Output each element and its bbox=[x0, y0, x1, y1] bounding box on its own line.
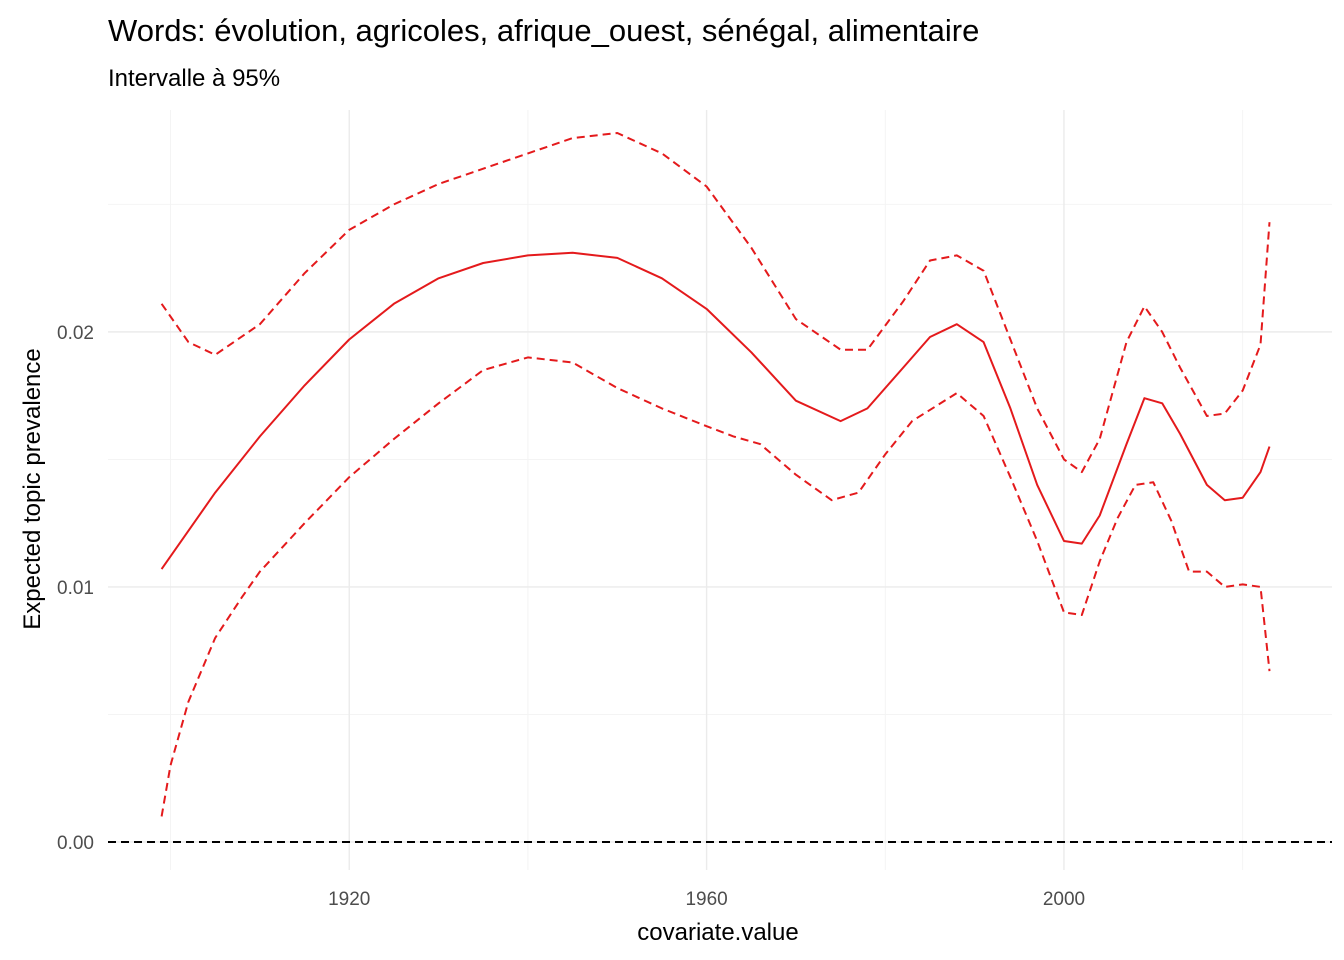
x-tick-label: 2000 bbox=[1043, 889, 1085, 910]
y-tick-label: 0.02 bbox=[57, 323, 94, 344]
chart-subtitle: Intervalle à 95% bbox=[108, 65, 280, 92]
series-line-upper-95 bbox=[160, 132, 1271, 474]
axis-ticks: 1920 1960 2000 0.00 0.01 0.02 bbox=[57, 323, 1085, 910]
grid-lines bbox=[108, 110, 1332, 870]
series-line-estimate bbox=[160, 251, 1271, 570]
chart-title: Words: évolution, agricoles, afrique_oue… bbox=[108, 13, 979, 48]
y-tick-label: 0.00 bbox=[57, 833, 94, 854]
series-line-lower-95 bbox=[160, 356, 1271, 817]
x-axis-title: covariate.value bbox=[637, 919, 798, 946]
x-tick-label: 1960 bbox=[685, 889, 727, 910]
x-tick-label: 1920 bbox=[328, 889, 370, 910]
plot-series bbox=[108, 132, 1332, 843]
y-tick-label: 0.01 bbox=[57, 578, 94, 599]
y-axis-title: Expected topic prevalence bbox=[19, 348, 46, 630]
